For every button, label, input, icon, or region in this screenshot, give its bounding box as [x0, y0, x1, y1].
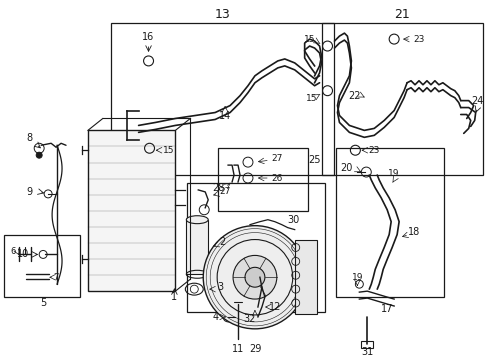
Text: 23: 23	[412, 35, 424, 44]
Text: 15: 15	[303, 35, 315, 44]
Text: 18: 18	[407, 226, 419, 237]
Text: 32: 32	[244, 314, 256, 324]
Text: 6: 6	[11, 247, 16, 256]
Text: 19: 19	[387, 168, 399, 177]
Bar	[361, 341, 372, 348]
Circle shape	[233, 255, 276, 299]
Bar	[218, 148, 307, 211]
Text: 1: 1	[171, 292, 177, 302]
Text: 28: 28	[211, 183, 224, 193]
Text: 9: 9	[26, 187, 32, 197]
Text: 27: 27	[270, 154, 282, 163]
Text: 30: 30	[287, 215, 299, 225]
Ellipse shape	[186, 216, 208, 224]
Circle shape	[36, 152, 42, 158]
Bar	[187, 183, 324, 312]
Bar	[321, 23, 482, 175]
Text: 10: 10	[17, 249, 29, 260]
Bar	[336, 148, 443, 297]
Text: 22: 22	[347, 91, 360, 101]
Text: 13: 13	[214, 8, 229, 21]
Bar	[111, 23, 334, 175]
Text: 17: 17	[380, 304, 392, 314]
Text: 29: 29	[248, 344, 261, 354]
Text: 23: 23	[368, 146, 379, 155]
Text: 27: 27	[219, 188, 230, 197]
Text: 19: 19	[351, 273, 363, 282]
Text: 15: 15	[163, 146, 174, 155]
Text: 21: 21	[393, 8, 409, 21]
Text: 26: 26	[270, 174, 282, 183]
Text: 4: 4	[212, 312, 218, 322]
Text: 7: 7	[53, 273, 59, 282]
Circle shape	[244, 267, 264, 287]
Text: 16: 16	[142, 32, 154, 42]
Text: 31: 31	[361, 347, 373, 357]
Bar	[186, 220, 208, 274]
Bar	[4, 235, 80, 297]
Bar	[88, 130, 175, 291]
Text: 2: 2	[219, 237, 225, 247]
Bar	[294, 239, 316, 314]
Text: 20: 20	[340, 163, 352, 173]
Text: 14: 14	[219, 111, 231, 121]
Text: 11: 11	[231, 344, 244, 354]
Text: 8: 8	[26, 133, 32, 143]
Text: 24: 24	[470, 96, 483, 105]
Text: 25: 25	[308, 155, 320, 165]
Text: 15: 15	[305, 94, 317, 103]
Circle shape	[203, 226, 306, 329]
Text: 5: 5	[40, 298, 46, 308]
Text: 3: 3	[217, 282, 223, 292]
Text: 12: 12	[268, 302, 281, 312]
